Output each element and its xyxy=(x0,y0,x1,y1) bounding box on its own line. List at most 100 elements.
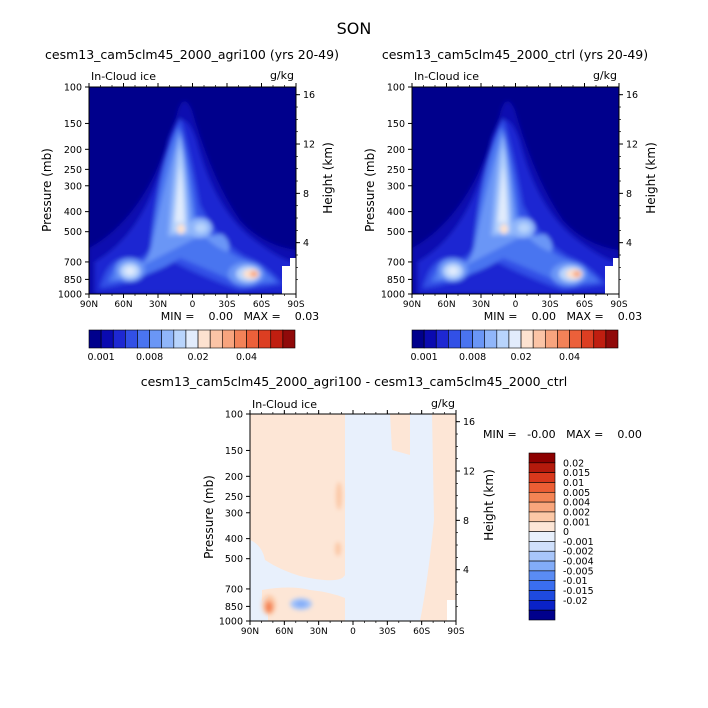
height-tick-label: 8 xyxy=(303,189,309,200)
latitude-tick-label: 90N xyxy=(403,300,421,310)
height-tick-label: 4 xyxy=(626,238,632,249)
colorbar-swatch xyxy=(258,329,272,349)
tick-layer: 100 150 200 250 300 400 500 700 850 1000 4 8 12 16 90N… xyxy=(381,83,638,311)
latitude-tick-label: 60S xyxy=(413,627,430,637)
colorbar-swatch xyxy=(112,329,126,349)
colorbar-label: 0.02 xyxy=(510,352,531,363)
colorbar: 0.001 0.008 0.02 0.04 xyxy=(88,329,296,363)
colorbar-label: 0.02 xyxy=(187,352,208,363)
colorbar-swatch xyxy=(197,329,211,349)
colorbar-label: 0 xyxy=(563,527,569,538)
pressure-tick-label: 400 xyxy=(387,207,405,218)
colorbar: 0.001 0.008 0.02 0.04 xyxy=(411,329,619,363)
colorbar-swatch xyxy=(528,482,556,493)
units-label: g/kg xyxy=(593,69,617,82)
colorbar-label: -0.002 xyxy=(563,547,594,558)
height-tick-label: 12 xyxy=(303,140,315,151)
colorbar-label: 0.015 xyxy=(563,468,590,479)
colorbar-swatch xyxy=(496,329,510,349)
units-label: g/kg xyxy=(431,397,455,410)
colorbar-label: 0.008 xyxy=(136,352,163,363)
colorbar-swatch xyxy=(544,329,558,349)
units-label: g/kg xyxy=(270,69,294,82)
colorbar-swatch xyxy=(528,501,556,513)
colorbar-swatch xyxy=(161,329,175,349)
min-max-stats: MIN = -0.00 MAX = 0.00 xyxy=(483,428,642,441)
height-tick-label: 12 xyxy=(463,467,475,478)
colorbar-swatch xyxy=(435,329,449,349)
height-tick-label: 4 xyxy=(303,238,309,249)
pressure-tick-label: 1000 xyxy=(381,290,405,301)
colorbar-label: 0.04 xyxy=(559,352,580,363)
colorbar-swatch xyxy=(528,511,556,523)
y2-axis-label: Height (km) xyxy=(644,142,658,213)
colorbar-swatch xyxy=(88,329,102,349)
latitude-tick-label: 30N xyxy=(310,627,328,637)
colorbar-swatch xyxy=(508,329,522,349)
pressure-tick-label: 700 xyxy=(64,257,82,268)
height-tick-label: 8 xyxy=(463,516,469,527)
colorbar-label: 0.005 xyxy=(563,488,590,499)
min-max-stats: MIN = 0.00 MAX = 0.03 xyxy=(484,310,642,323)
latitude-tick-label: 0 xyxy=(190,300,196,310)
pressure-tick-label: 150 xyxy=(387,119,405,130)
colorbar-swatch xyxy=(460,329,473,349)
colorbar-label: 0.001 xyxy=(88,352,115,363)
colorbar-label: 0.02 xyxy=(563,458,584,469)
pressure-tick-label: 200 xyxy=(387,145,405,156)
panel-agri100: cesm13_cam5clm45_2000_agri100 (yrs 20-49… xyxy=(40,47,339,363)
colorbar-swatch xyxy=(221,329,235,349)
colorbar-swatch xyxy=(528,452,556,464)
colorbar-swatch xyxy=(528,531,556,542)
pressure-tick-label: 100 xyxy=(225,410,243,421)
contour-field xyxy=(250,414,456,621)
pressure-tick-label: 300 xyxy=(225,508,243,519)
latitude-tick-label: 60N xyxy=(275,627,293,637)
height-tick-label: 16 xyxy=(463,417,475,428)
colorbar-label: 0.001 xyxy=(411,352,438,363)
colorbar-swatch xyxy=(149,329,163,349)
variable-label: In-Cloud ice xyxy=(414,70,479,83)
pressure-tick-label: 700 xyxy=(387,257,405,268)
colorbar-label: 0.001 xyxy=(563,517,590,528)
panel-title: cesm13_cam5clm45_2000_ctrl (yrs 20-49) xyxy=(382,47,648,62)
colorbar-swatch xyxy=(185,329,199,349)
contour-field xyxy=(89,87,296,294)
latitude-tick-label: 90S xyxy=(287,300,304,310)
colorbar-swatch xyxy=(528,550,556,562)
colorbar-swatch xyxy=(137,329,150,349)
panel-diff: cesm13_cam5clm45_2000_agri100 - cesm13_c… xyxy=(141,374,642,637)
height-tick-label: 8 xyxy=(626,189,632,200)
y-axis-label: Pressure (mb) xyxy=(40,148,54,232)
colorbar-label: 0.01 xyxy=(563,478,584,489)
pressure-tick-label: 500 xyxy=(225,554,243,565)
variable-label: In-Cloud ice xyxy=(252,398,317,411)
colorbar-swatch xyxy=(528,590,556,601)
pressure-tick-label: 1000 xyxy=(58,290,82,301)
latitude-tick-label: 60S xyxy=(253,300,270,310)
panel-title: cesm13_cam5clm45_2000_agri100 - cesm13_c… xyxy=(141,374,568,389)
colorbar-swatch xyxy=(423,329,437,349)
pressure-tick-label: 200 xyxy=(64,145,82,156)
pressure-tick-label: 850 xyxy=(225,602,243,613)
colorbar-label: 0.002 xyxy=(563,507,590,518)
colorbar-swatch xyxy=(125,329,138,349)
colorbar-swatch xyxy=(448,329,461,349)
colorbar-label: -0.001 xyxy=(563,537,594,548)
colorbar-label: 0.008 xyxy=(459,352,486,363)
y-axis-label: Pressure (mb) xyxy=(363,148,377,232)
colorbar-label: -0.01 xyxy=(563,576,588,587)
pressure-tick-label: 100 xyxy=(64,83,82,94)
colorbar-swatch xyxy=(234,329,247,349)
pressure-tick-label: 400 xyxy=(64,207,82,218)
colorbar-swatch xyxy=(520,329,534,349)
latitude-tick-label: 0 xyxy=(350,627,356,637)
latitude-tick-label: 0 xyxy=(513,300,519,310)
colorbar-swatch xyxy=(209,329,223,349)
tick-layer: 100 150 200 250 300 400 500 700 850 1000 4 8 12 16 90N… xyxy=(58,83,315,311)
colorbar-swatch xyxy=(569,329,582,349)
colorbar-swatch xyxy=(528,521,556,532)
colorbar-swatch xyxy=(593,329,607,349)
latitude-tick-label: 60S xyxy=(576,300,593,310)
